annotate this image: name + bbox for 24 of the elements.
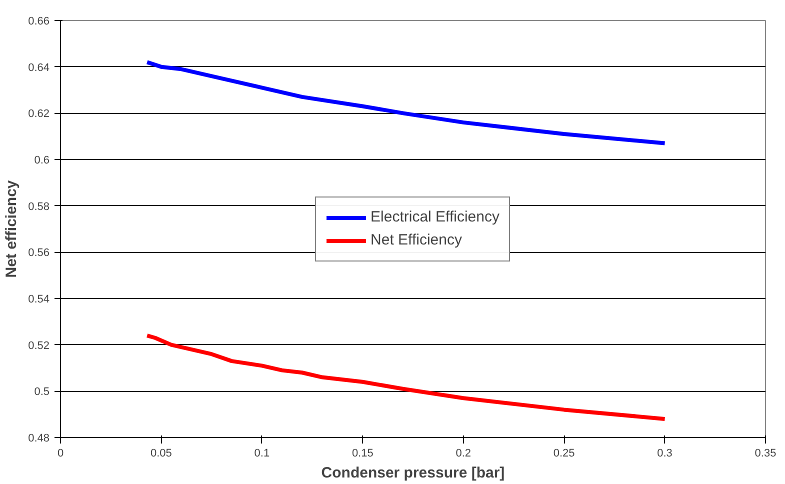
y-tick-label: 0.56 [28, 247, 50, 260]
y-tick-label: 0.54 [28, 294, 50, 306]
y-tick-label: 0.52 [28, 340, 50, 352]
y-tick-label: 0.6 [34, 154, 50, 166]
x-axis-title: Condenser pressure [bar] [321, 464, 505, 482]
y-tick-label: 0.62 [28, 108, 50, 120]
line-series [145, 334, 667, 421]
y-tick-label: 0.48 [28, 432, 50, 444]
legend-label: Net Efficiency [370, 232, 462, 248]
y-tick-label: 0.66 [28, 16, 50, 28]
x-tick-label: 0.15 [352, 448, 374, 460]
x-tick-label: 0.2 [456, 448, 472, 460]
y-axis-title: Net efficiency [3, 180, 20, 278]
y-tick-label: 0.5 [34, 386, 50, 398]
y-tick-label: 0.58 [28, 200, 50, 213]
x-tick-label: 0.25 [553, 448, 575, 460]
x-tick-label: 0.1 [254, 448, 270, 460]
line-series [145, 60, 667, 146]
x-tick-label: 0 [57, 448, 64, 460]
legend-label: Electrical Efficiency [370, 208, 500, 226]
x-tick-label: 0.3 [657, 448, 672, 460]
y-tick-label: 0.64 [28, 62, 50, 74]
x-tick-label: 0.35 [754, 448, 776, 460]
x-tick-label: 0.05 [150, 448, 172, 460]
